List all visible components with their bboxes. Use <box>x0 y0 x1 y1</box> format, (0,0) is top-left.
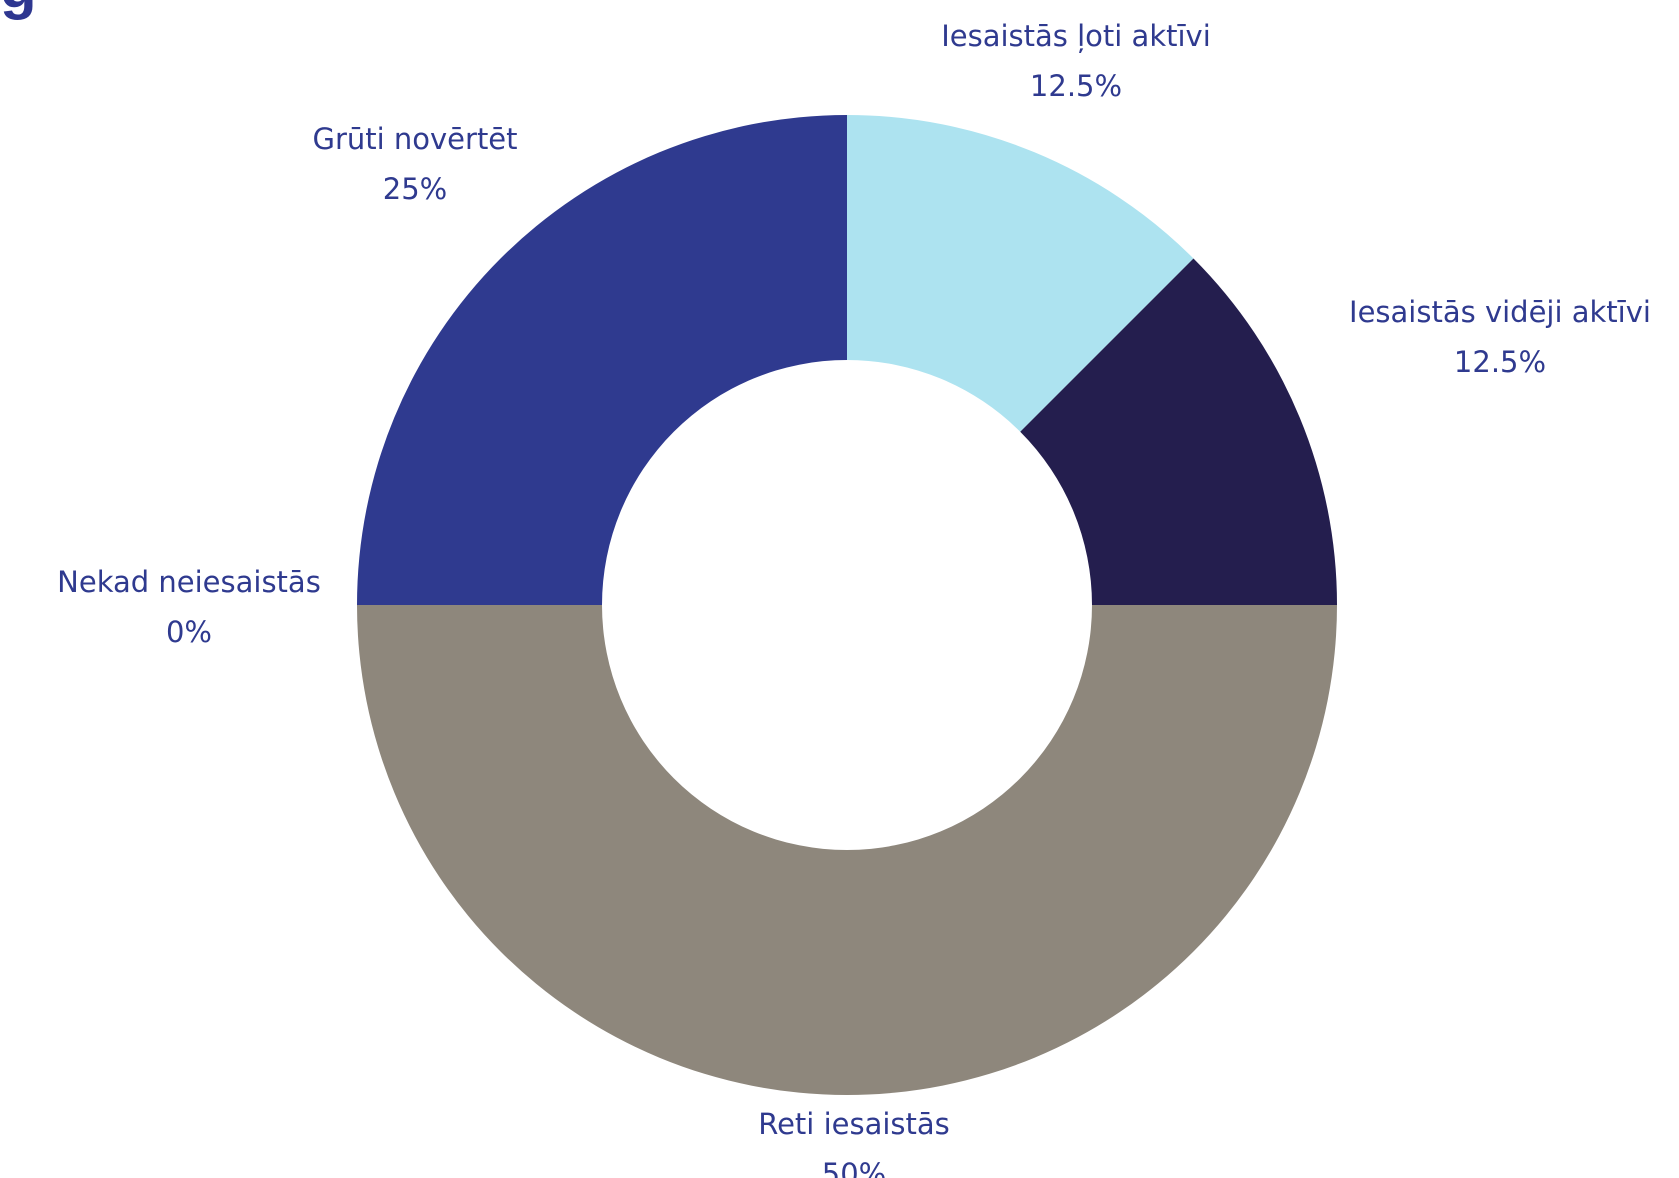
slice-value-iesaistas-videji-aktivi: 12.5% <box>1454 345 1546 379</box>
slice-label-nekad-neiesaistas: Nekad neiesaistās <box>57 565 321 599</box>
slice-label-iesaistas-videji-aktivi: Iesaistās vidēji aktīvi <box>1349 295 1651 329</box>
slice-value-gruti-novertet: 25% <box>383 172 447 206</box>
slice-label-gruti-novertet: Grūti novērtēt <box>312 122 517 156</box>
slice-label-iesaistas-loti-aktivi: Iesaistās ļoti aktīvi <box>941 19 1211 53</box>
slice-iesaistas-loti-aktivi <box>847 115 1194 432</box>
title-fragment: g <box>0 0 37 22</box>
slice-value-reti-iesaistas: 50% <box>822 1157 886 1178</box>
slice-value-iesaistas-loti-aktivi: 12.5% <box>1030 69 1122 103</box>
slices-group <box>357 115 1337 1095</box>
slice-gruti-novertet <box>357 115 847 605</box>
slice-label-reti-iesaistas: Reti iesaistās <box>758 1107 950 1141</box>
labels-group: Iesaistās ļoti aktīvi 12.5% Iesaistās vidē… <box>57 19 1651 1178</box>
slice-value-nekad-neiesaistas: 0% <box>166 615 212 649</box>
slice-reti-iesaistas <box>357 605 1337 1095</box>
slice-iesaistas-videji-aktivi <box>1020 258 1337 605</box>
